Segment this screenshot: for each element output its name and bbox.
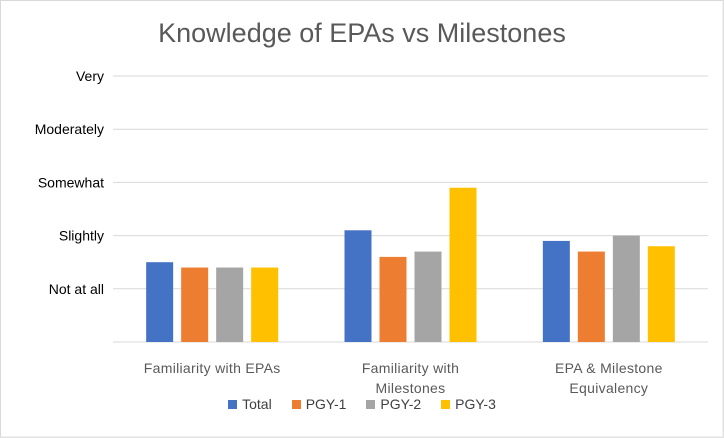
legend-label: Total [242,396,272,412]
y-tick-label: Very [76,68,104,84]
legend-swatch [291,399,301,409]
x-tick-label: Familiarity with [362,360,459,376]
bar-total [344,230,372,342]
legend-label: PGY-1 [305,396,347,412]
bar-total [146,262,174,342]
bar-pgy-1 [379,256,407,342]
bar-pgy-3 [251,267,279,342]
y-tick-label: Moderately [35,121,104,137]
legend-item: PGY-3 [441,396,496,412]
x-tick-label: EPA & Milestone [555,360,663,376]
y-tick-label: Slightly [59,228,104,244]
bar-pgy-2 [216,267,244,342]
bar-pgy-1 [181,267,209,342]
legend-label: PGY-2 [380,396,422,412]
bar-pgy-1 [577,251,605,342]
bar-total [542,240,570,342]
legend-swatch [441,399,451,409]
y-tick-label: Somewhat [38,174,104,190]
bar-pgy-2 [414,251,442,342]
legend-swatch [366,399,376,409]
x-tick-label: Familiarity with EPAs [144,360,281,376]
bar-pgy-3 [449,187,477,342]
legend-item: Total [228,396,272,412]
bar-pgy-2 [612,235,640,342]
legend-swatch [228,399,238,409]
legend-item: PGY-2 [366,396,421,412]
chart-title: Knowledge of EPAs vs Milestones [158,18,566,48]
legend: Total PGY-1 PGY-2 PGY-3 [0,396,724,412]
x-tick-label: Equivalency [569,380,648,396]
y-tick-label: Not at all [49,281,104,297]
x-tick-label: Milestones [376,380,446,396]
bar-pgy-3 [647,246,675,342]
legend-label: PGY-3 [455,396,496,412]
legend-item: PGY-1 [291,396,347,412]
